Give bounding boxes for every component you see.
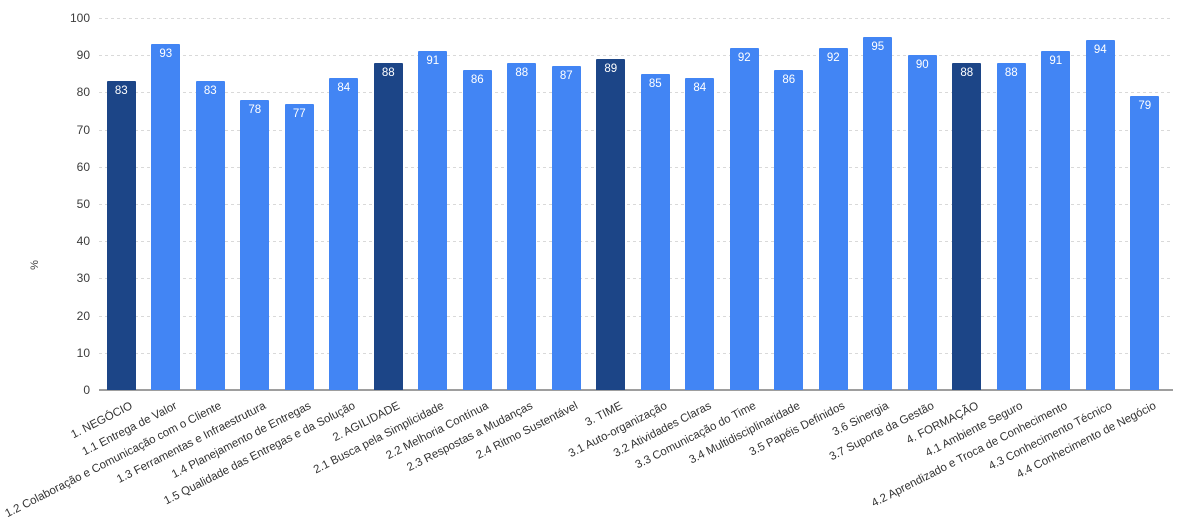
bar-value-label: 93 — [159, 48, 173, 61]
bar-slot: 89 — [589, 18, 634, 390]
bar-slot: 92 — [811, 18, 856, 390]
bar-slot: 78 — [233, 18, 278, 390]
bar: 87 — [551, 66, 581, 390]
bar-value-label: 77 — [292, 107, 306, 120]
bar-slot: 91 — [411, 18, 456, 390]
gridline — [99, 204, 1173, 205]
bar-slot: 77 — [277, 18, 322, 390]
bar-value-label: 88 — [1004, 66, 1018, 79]
bar: 90 — [907, 55, 937, 390]
bar-slot: 84 — [678, 18, 723, 390]
bar-value-label: 94 — [1093, 44, 1107, 57]
bar: 78 — [240, 99, 270, 390]
bar: 84 — [329, 77, 359, 390]
y-tick-label: 90 — [76, 48, 90, 63]
bar: 86 — [774, 70, 804, 390]
bar-slot: 84 — [322, 18, 367, 390]
bar: 83 — [106, 81, 136, 390]
bar-slot: 88 — [366, 18, 411, 390]
bar: 95 — [863, 36, 893, 390]
bar-value-label: 84 — [693, 81, 707, 94]
bar-slot: 87 — [544, 18, 589, 390]
bar-slot: 93 — [144, 18, 189, 390]
bar-slot: 88 — [500, 18, 545, 390]
bar: 88 — [952, 62, 982, 390]
bar: 88 — [507, 62, 537, 390]
bar-slot: 94 — [1078, 18, 1123, 390]
bar-value-label: 89 — [604, 62, 618, 75]
gridline — [99, 352, 1173, 354]
bar-slot: 88 — [989, 18, 1034, 390]
y-tick-label: 40 — [76, 234, 90, 249]
bar-slot: 86 — [455, 18, 500, 390]
y-tick-label: 80 — [76, 85, 90, 100]
x-axis-labels: 1. NEGÓCIO 1.1 Entrega de Valor 1.2 Colabo… — [4, 400, 1167, 530]
x-axis-line — [99, 389, 1173, 391]
plot-area: 83 93 83 78 77 84 88 91 86 88 87 89 85 84 92 86 92 95 90 88… — [99, 18, 1173, 391]
bar-value-label: 88 — [960, 66, 974, 79]
bar-series: 83 93 83 78 77 84 88 91 86 88 87 89 85 84 92 86 92 95 90 88… — [99, 18, 1167, 390]
bar: 88 — [996, 62, 1026, 390]
y-tick-label: 30 — [76, 271, 90, 286]
bar-value-label: 91 — [426, 55, 440, 68]
bar-value-label: 92 — [826, 51, 840, 64]
y-tick-label: 50 — [76, 197, 90, 211]
bar-slot: 95 — [856, 18, 901, 390]
y-tick-label: 20 — [76, 308, 90, 323]
gridline — [99, 278, 1173, 280]
bar: 85 — [640, 73, 670, 390]
bar: 91 — [1041, 51, 1071, 390]
bar: 88 — [373, 62, 403, 390]
bar-slot: 79 — [1123, 18, 1168, 390]
bar: 83 — [195, 81, 225, 390]
bar-value-label: 85 — [648, 77, 662, 90]
y-tick-label: 10 — [76, 345, 90, 360]
gridline — [99, 18, 1173, 19]
y-tick-label: 0 — [83, 383, 90, 397]
bar: 79 — [1130, 96, 1160, 390]
gridline — [99, 166, 1173, 168]
bar: 92 — [729, 47, 759, 390]
bar-slot: 90 — [900, 18, 945, 390]
bar-slot: 83 — [99, 18, 144, 390]
bar-value-label: 86 — [782, 74, 796, 87]
bar-slot: 91 — [1034, 18, 1079, 390]
y-tick-label: 100 — [69, 11, 90, 25]
bar-value-label: 91 — [1049, 55, 1063, 68]
bar-value-label: 87 — [559, 70, 573, 83]
bar-value-label: 86 — [470, 74, 484, 87]
bar-slot: 88 — [945, 18, 990, 390]
bar-value-label: 90 — [915, 59, 929, 72]
y-tick-label: 60 — [76, 159, 90, 174]
bar-slot: 92 — [722, 18, 767, 390]
bar-slot: 85 — [633, 18, 678, 390]
bar-value-label: 95 — [871, 40, 885, 53]
bar: 94 — [1085, 40, 1115, 390]
bar-value-label: 88 — [381, 66, 395, 79]
bar-value-label: 92 — [737, 51, 751, 64]
bar-value-label: 83 — [203, 85, 217, 98]
bar: 86 — [462, 70, 492, 390]
bar-slot: 83 — [188, 18, 233, 390]
gridline — [99, 55, 1173, 57]
bar-value-label: 84 — [337, 81, 351, 94]
gridline — [99, 92, 1173, 94]
bar: 89 — [596, 58, 626, 390]
bar: 93 — [151, 44, 181, 390]
y-tick-label: 70 — [76, 122, 90, 137]
gridline — [99, 129, 1173, 131]
bar: 92 — [818, 47, 848, 390]
bar: 91 — [418, 51, 448, 390]
y-axis-tick-labels: 0 10 20 30 40 50 60 70 80 90 100 — [0, 11, 90, 397]
gridline — [99, 315, 1173, 317]
bar-value-label: 78 — [248, 103, 262, 116]
bar-slot: 86 — [767, 18, 812, 390]
bar: 77 — [284, 103, 314, 390]
bar-value-label: 88 — [515, 66, 529, 79]
bar: 84 — [685, 77, 715, 390]
bar-value-label: 79 — [1138, 100, 1152, 113]
bar-value-label: 83 — [114, 85, 128, 98]
gridline — [99, 241, 1173, 243]
